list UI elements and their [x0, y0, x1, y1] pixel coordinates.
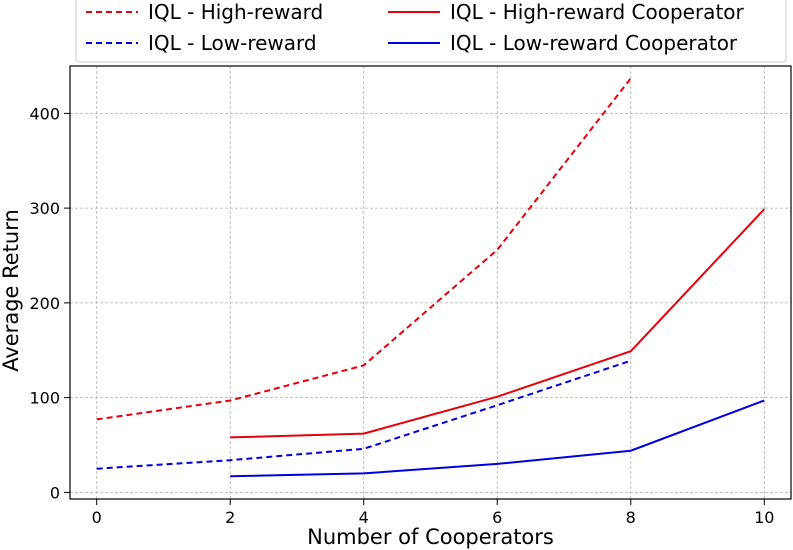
legend-label-2: IQL - Low-reward	[148, 31, 317, 55]
series-lines	[96, 77, 766, 478]
y-axis-label: Average Return	[0, 209, 23, 372]
x-tick-label: 10	[754, 508, 774, 527]
plot-frame	[69, 65, 792, 500]
grid-lines	[70, 66, 791, 499]
y-tick-label: 400	[29, 104, 60, 123]
y-tick-label: 200	[29, 294, 60, 313]
x-tick-label: 8	[626, 508, 636, 527]
legend-label-3: IQL - High-reward Cooperator	[450, 0, 745, 24]
series-line-4	[230, 399, 765, 478]
legend-label-1: IQL - High-reward	[148, 0, 323, 24]
y-tick-label: 0	[50, 483, 60, 502]
y-tick-label: 100	[29, 389, 60, 408]
x-tick-label: 6	[492, 508, 502, 527]
series-line-1	[96, 77, 632, 421]
x-tick-label: 2	[225, 508, 235, 527]
legend-label-4: IQL - Low-reward Cooperator	[450, 31, 738, 55]
x-tick-label: 0	[92, 508, 102, 527]
legend: IQL - High-reward IQL - Low-reward IQL - H…	[75, 0, 787, 63]
series-line-3	[230, 208, 766, 439]
x-axis-label: Number of Cooperators	[307, 525, 554, 549]
y-tick-label: 300	[29, 199, 60, 218]
legend-box	[75, 0, 787, 63]
series-line-2	[96, 359, 632, 470]
x-tick-label: 4	[359, 508, 369, 527]
